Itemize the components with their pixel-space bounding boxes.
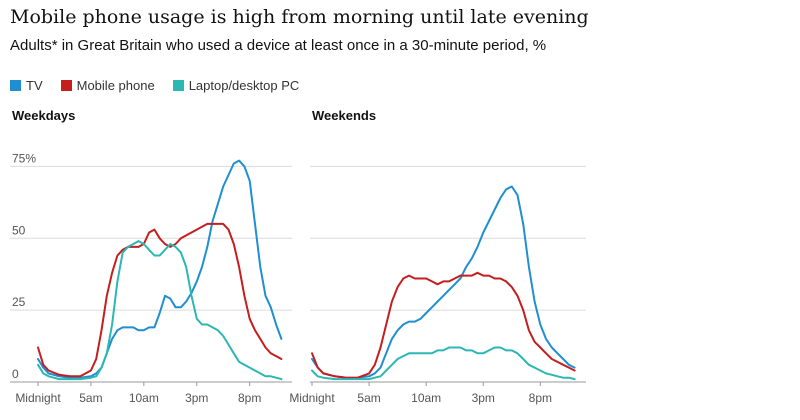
series-line-laptop-desktop-pc — [311, 346, 576, 381]
legend: TV Mobile phone Laptop/desktop PC — [10, 78, 299, 93]
legend-swatch-laptop-pc — [172, 80, 184, 91]
panel-title: Weekends — [312, 108, 376, 123]
series-line-mobile-phone — [37, 222, 283, 378]
x-tick-label: 5am — [79, 391, 102, 405]
x-tick-label: 10am — [411, 391, 441, 405]
legend-label-tv: TV — [26, 78, 43, 93]
y-tick-label: 50 — [12, 223, 26, 237]
y-tick-label: 25 — [12, 295, 26, 309]
y-tick-label: 0 — [12, 367, 19, 381]
legend-swatch-tv — [10, 80, 21, 91]
legend-swatch-mobile-phone — [60, 80, 72, 91]
panel-weekends: Weekends Midnight 5am 10am 3pm 8pm — [289, 108, 586, 405]
x-tick-label: 3pm — [472, 391, 495, 405]
x-tick-label: 3pm — [185, 391, 208, 405]
series-line-tv — [37, 159, 283, 379]
legend-item-tv: TV — [10, 78, 43, 93]
legend-label-mobile-phone: Mobile phone — [76, 78, 155, 93]
legend-item-laptop-pc: Laptop/desktop PC — [172, 78, 300, 93]
x-tick-label: Midnight — [289, 391, 335, 405]
x-tick-label: 10am — [129, 391, 159, 405]
x-tick-label: 5am — [357, 391, 380, 405]
x-tick-label: 8pm — [238, 391, 261, 405]
x-tick-label: Midnight — [15, 391, 61, 405]
x-tick-label: 8pm — [529, 391, 552, 405]
series-line-mobile-phone — [311, 271, 576, 379]
legend-label-laptop-pc: Laptop/desktop PC — [188, 78, 300, 93]
chart-title: Mobile phone usage is high from morning … — [10, 6, 589, 28]
series-line-laptop-desktop-pc — [37, 240, 283, 381]
series-line-tv — [311, 185, 576, 379]
panel-title: Weekdays — [12, 108, 75, 123]
chart-subtitle: Adults* in Great Britain who used a devi… — [10, 37, 547, 54]
legend-item-mobile-phone: Mobile phone — [60, 78, 155, 93]
y-tick-label: 75% — [12, 151, 36, 165]
panel-weekdays: Weekdays 0 25 50 75% Midnight 5am 10am 3pm 8pm — [10, 108, 292, 405]
